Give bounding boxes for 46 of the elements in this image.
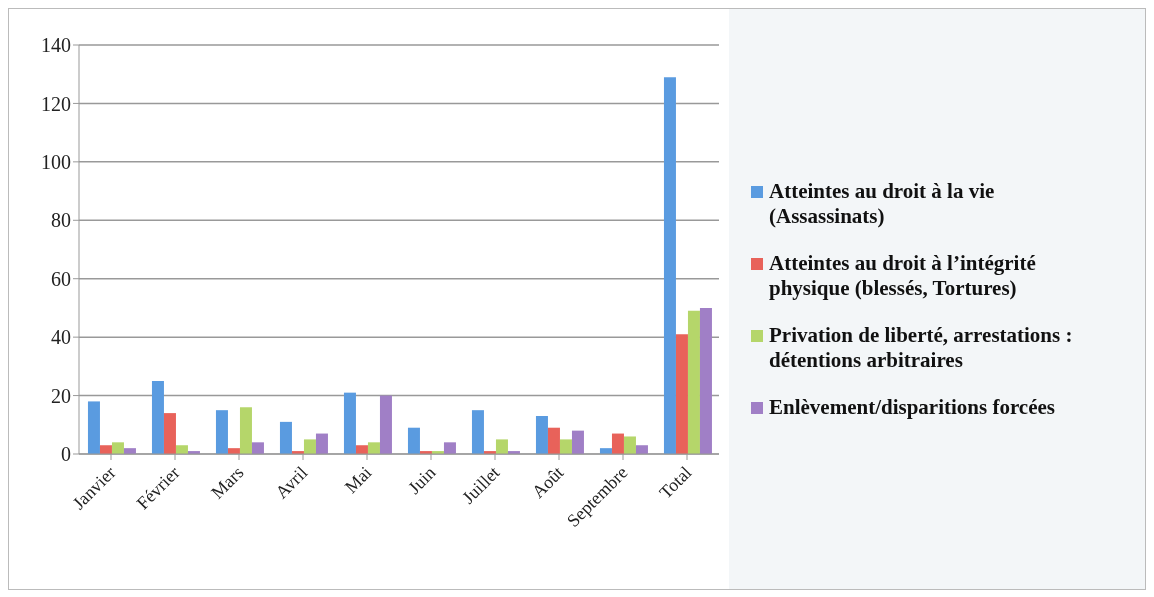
bar (379, 395, 392, 454)
y-tick-label: 0 (61, 443, 71, 466)
bar (611, 433, 624, 454)
x-tick-label: Mars (207, 462, 248, 503)
bar (355, 445, 368, 454)
y-tick-label: 60 (51, 267, 71, 290)
bar (343, 392, 356, 454)
legend-label: Atteintes au droit à la vie (Assassinats) (769, 178, 996, 229)
bar (111, 442, 124, 454)
bar (87, 401, 100, 454)
bar (315, 433, 328, 454)
y-tick-label: 120 (41, 92, 71, 115)
bar (547, 427, 560, 454)
bar (687, 310, 700, 454)
bar (635, 445, 648, 454)
legend-label: Enlèvement/disparitions forcées (769, 394, 1056, 420)
bar (367, 442, 380, 454)
bar (175, 445, 188, 454)
bar (239, 407, 252, 454)
y-tick-label: 140 (41, 34, 71, 57)
x-tick-label: Mai (340, 462, 376, 497)
bar (495, 439, 508, 454)
y-tick-label: 100 (41, 150, 71, 173)
bar (571, 430, 584, 454)
bar (699, 307, 712, 454)
bar (623, 436, 636, 454)
bar (215, 410, 228, 454)
y-tick-label: 40 (51, 326, 71, 349)
bar (163, 413, 176, 454)
bar (303, 439, 316, 454)
y-tick-label: 20 (51, 384, 71, 407)
bar (471, 410, 484, 454)
bar (675, 334, 688, 454)
bar (99, 445, 112, 454)
bar (407, 427, 420, 454)
bar (443, 442, 456, 454)
bar (535, 416, 548, 454)
bar (559, 439, 572, 454)
bar (279, 421, 292, 454)
legend-label: Atteintes au droit à l’intégrité physique (blessés, Tortures) (769, 250, 1037, 301)
bar (151, 380, 164, 454)
bar (663, 77, 676, 454)
legend-label: Privation de liberté, arrestations : détentions arbitraires (769, 322, 1074, 373)
x-tick-label: Juin (404, 462, 440, 498)
y-tick-label: 80 (51, 209, 71, 232)
bar (251, 442, 264, 454)
